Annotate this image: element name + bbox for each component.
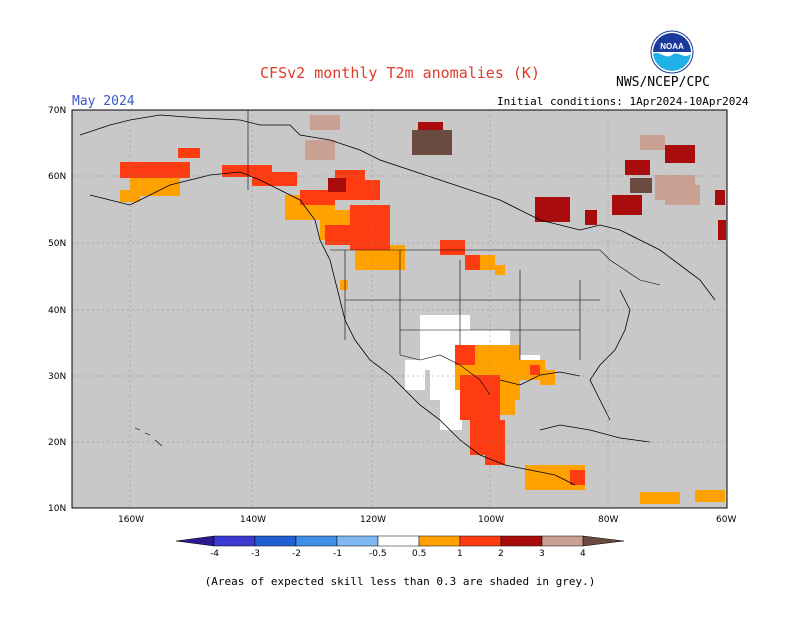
lon-label-80w: 80W <box>598 515 618 525</box>
map-title: CFSv2 monthly T2m anomalies (K) <box>260 64 540 82</box>
lat-label-70n: 70N <box>48 106 66 116</box>
colorbar-segment-2-3 <box>500 535 543 547</box>
colorbar-label-m4: -4 <box>210 549 219 559</box>
colorbar-segment-3-4 <box>541 535 584 547</box>
agency-label: NWS/NCEP/CPC <box>616 75 710 90</box>
lon-label-160w: 160W <box>118 515 144 525</box>
gridlines <box>72 110 727 508</box>
colorbar <box>175 535 625 547</box>
anomaly-2-3-regions <box>328 122 726 240</box>
lat-label-30n: 30N <box>48 372 66 382</box>
colorbar-label-p05: 0.5 <box>412 549 426 559</box>
colorbar-segment-05-1 <box>418 535 461 547</box>
colorbar-label-m1: -1 <box>333 549 342 559</box>
lat-label-60n: 60N <box>48 172 66 182</box>
skill-footnote: (Areas of expected skill less than 0.3 a… <box>204 575 596 588</box>
initial-conditions: Initial conditions: 1Apr2024-10Apr2024 <box>497 95 749 108</box>
colorbar-segment-2-1 <box>295 535 338 547</box>
colorbar-label-p4: 4 <box>580 549 586 559</box>
forecast-period: May 2024 <box>72 94 135 109</box>
colorbar-segment-1-2 <box>459 535 502 547</box>
coastlines <box>79 114 716 486</box>
colorbar-label-m2: -2 <box>292 549 301 559</box>
colorbar-segment-neutral <box>377 535 420 547</box>
lat-label-10n: 10N <box>48 504 66 514</box>
map-frame <box>71 109 728 509</box>
hawaii-islands <box>134 427 163 447</box>
lat-label-20n: 20N <box>48 438 66 448</box>
lon-label-60w: 60W <box>716 515 736 525</box>
lon-label-140w: 140W <box>240 515 266 525</box>
colorbar-segment-1-05 <box>336 535 379 547</box>
colorbar-label-p2: 2 <box>498 549 504 559</box>
lat-label-40n: 40N <box>48 306 66 316</box>
anomaly-3-4-regions <box>305 115 700 205</box>
colorbar-segment-gt4 <box>582 535 625 547</box>
lon-label-100w: 100W <box>478 515 504 525</box>
latitude-axis: 70N 60N 50N 40N 30N 20N 10N <box>48 106 66 514</box>
lat-label-50n: 50N <box>48 239 66 249</box>
colorbar-label-p3: 3 <box>539 549 545 559</box>
colorbar-label-m3: -3 <box>251 549 260 559</box>
colorbar-segment-lt-4 <box>175 535 215 547</box>
colorbar-segment-4-3 <box>213 535 256 547</box>
noaa-logo-icon: NOAA <box>650 30 694 74</box>
longitude-axis: 160W 140W 120W 100W 80W 60W <box>118 515 736 525</box>
colorbar-segment-3-2 <box>254 535 297 547</box>
anomaly-gt4-regions <box>412 130 652 193</box>
colorbar-label-p1: 1 <box>457 549 463 559</box>
lon-label-120w: 120W <box>360 515 386 525</box>
noaa-logo-text: NOAA <box>660 42 684 51</box>
colorbar-labels: -4 -3 -2 -1 -0.5 0.5 1 2 3 4 <box>210 549 586 559</box>
colorbar-label-m05: -0.5 <box>369 549 387 559</box>
